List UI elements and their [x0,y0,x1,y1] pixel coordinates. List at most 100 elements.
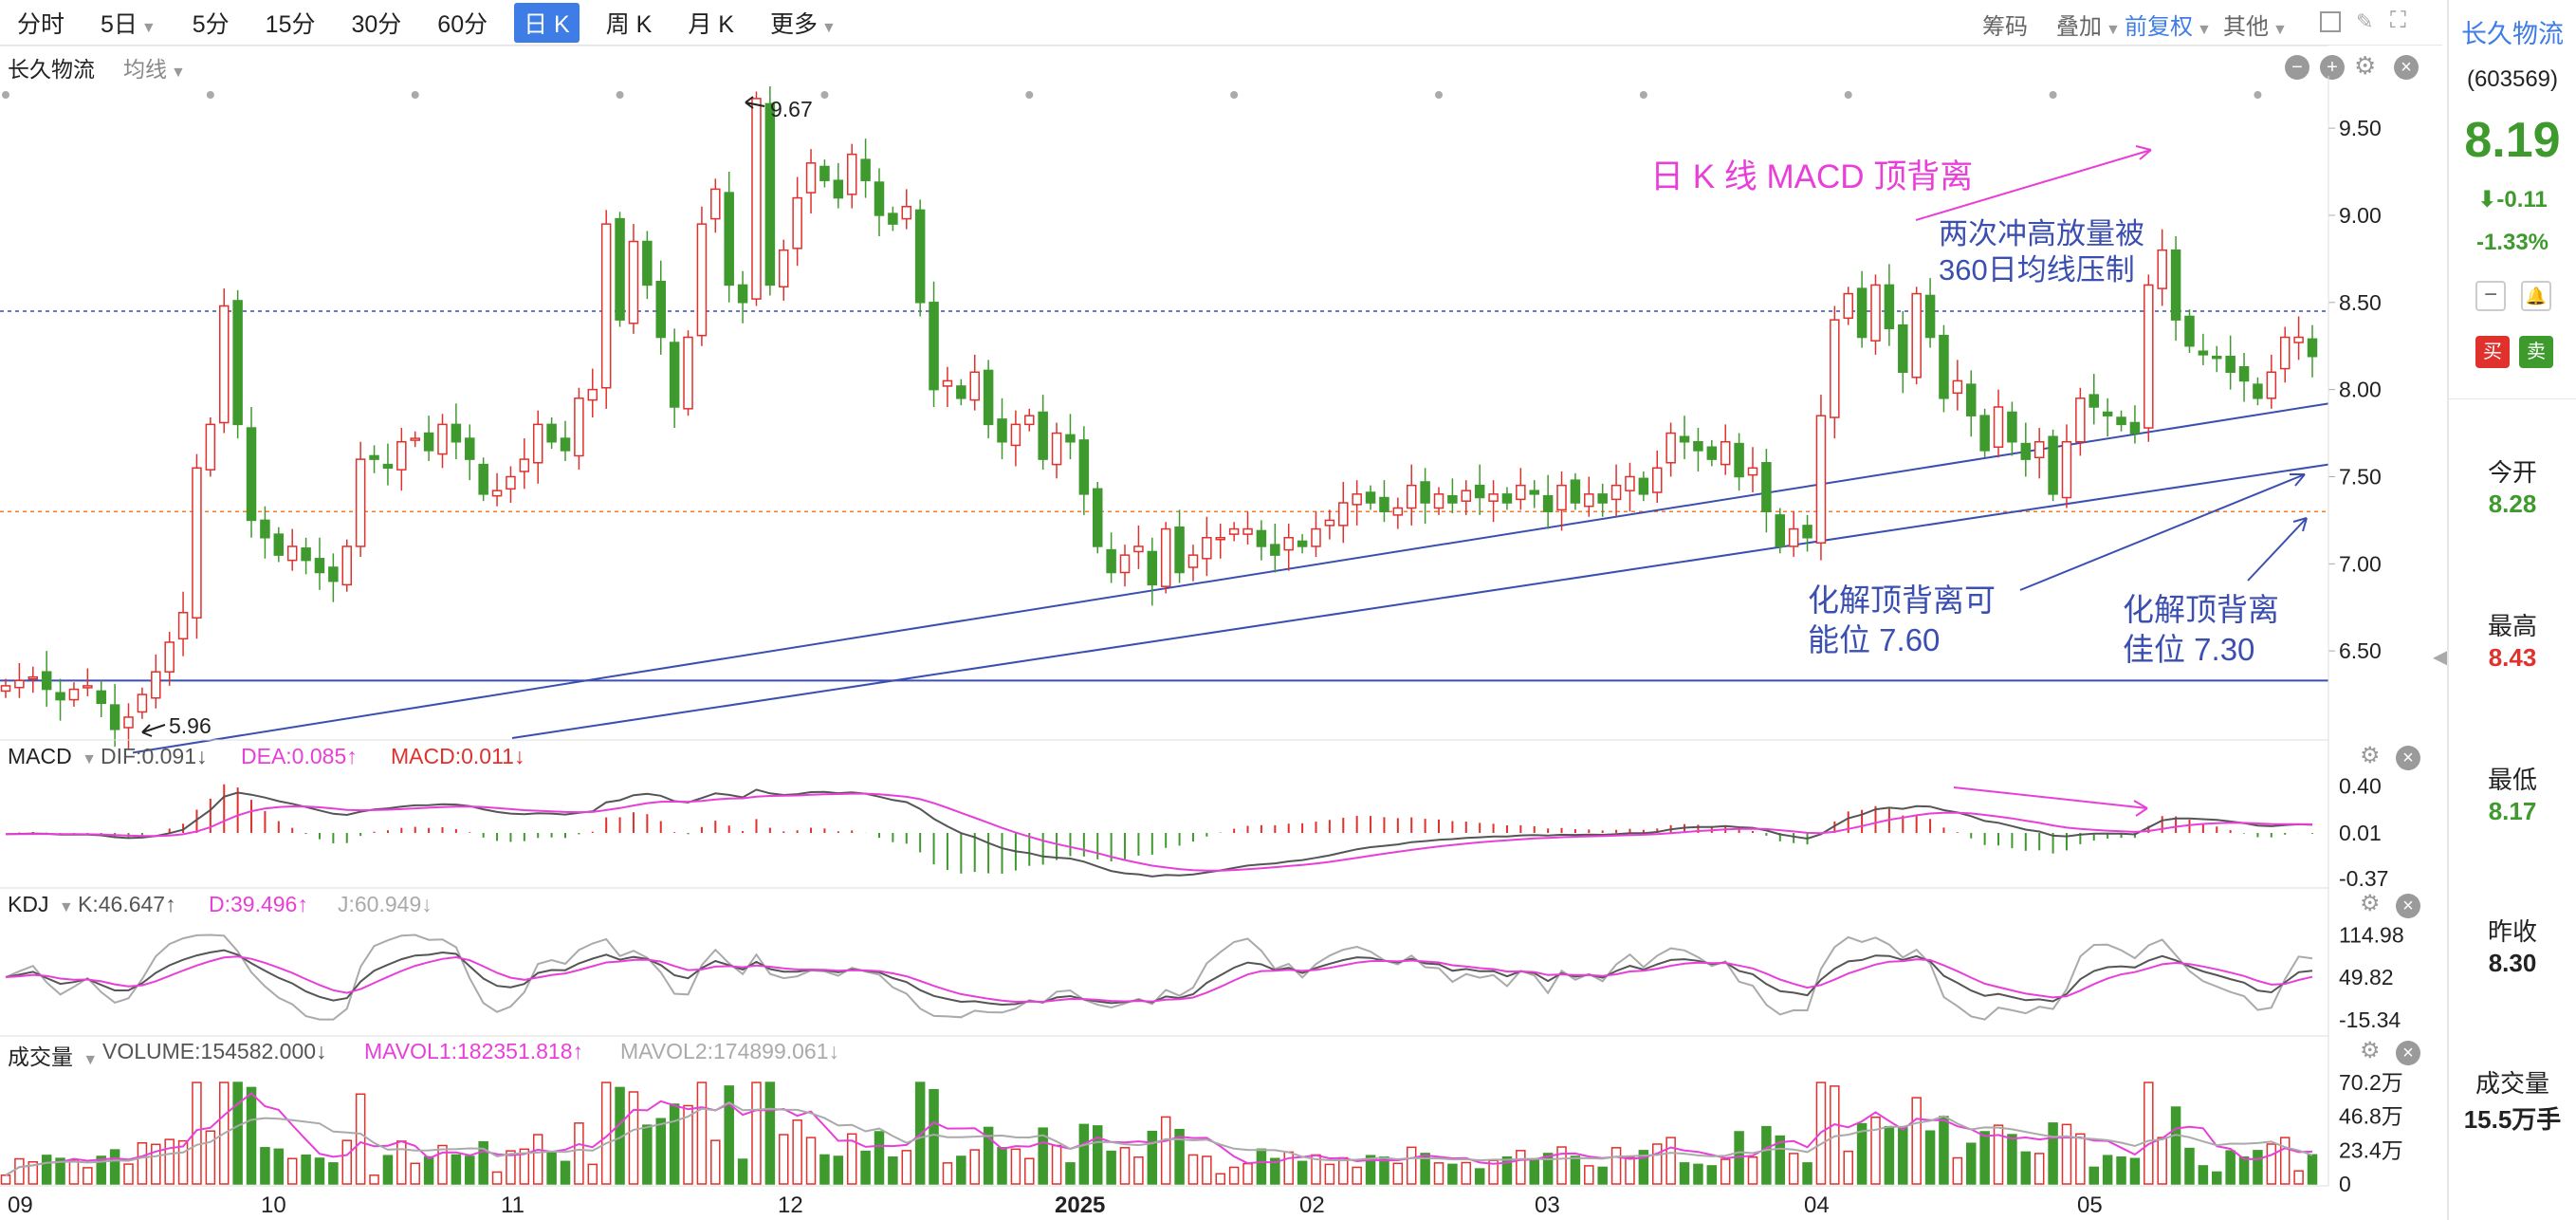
close-icon[interactable]: × [2394,55,2419,80]
macd-title[interactable]: MACD ▼ [8,744,97,768]
stock-name-label: 长久物流 [8,57,95,82]
fullscreen-icon[interactable]: ⛶ [2390,8,2406,33]
candle-body [560,437,571,452]
gear-icon[interactable]: ⚙ [2354,51,2377,80]
stat-value-2: 8.17 [2488,797,2537,825]
candle-body [1160,527,1171,587]
pen-icon[interactable]: ✎ [2356,9,2374,33]
ma-selector[interactable]: 均线 ▼ [123,51,186,83]
volume-bar [314,1157,325,1185]
candle-body [655,280,666,339]
event-dot [1230,91,1239,99]
candle-body [1843,292,1853,320]
candle-body [151,671,161,699]
period-tab-4[interactable]: 30分 [351,10,402,38]
period-tab-5[interactable]: 60分 [437,10,488,38]
candle-body [14,679,25,689]
x-tick-label: 04 [1804,1192,1830,1218]
price-tick-label: 9.00 [2339,203,2382,228]
candle-body [764,102,776,287]
x-tick-label: 10 [261,1192,286,1218]
volume-bar [2212,1171,2222,1185]
gear-icon[interactable]: ⚙ [2360,743,2381,768]
period-tab-1[interactable]: 5日 ▼ [101,10,156,38]
minus-icon[interactable]: − [2285,55,2309,80]
period-tab-6[interactable]: 日 K [514,2,580,43]
candle-body [164,641,175,673]
sell-button[interactable]: 卖 [2519,336,2553,368]
volume-bar [83,1167,93,1185]
volume-bar [997,1147,1007,1185]
other-button[interactable]: 其他 ▼ [2223,8,2288,41]
volume-bar [1939,1116,1949,1185]
volume-bar [2225,1150,2236,1185]
volume-bar [2048,1122,2058,1185]
volume-bar [1747,1155,1758,1185]
volume-bar [642,1124,653,1185]
candle-body [1119,554,1131,574]
volume-bar [1516,1150,1526,1185]
volume-bar [1160,1116,1171,1185]
candle-body [532,423,543,464]
overlay-button[interactable]: 叠加 ▼ [2056,8,2121,41]
chips-button[interactable]: 筹码 [1982,14,2028,40]
candle-body [1147,550,1158,586]
gear-icon[interactable]: ⚙ [2360,1038,2381,1063]
candle-body [1529,490,1539,495]
candle-body [1516,484,1526,501]
grid-icon[interactable] [2320,11,2341,32]
gear-icon[interactable]: ⚙ [2360,891,2381,916]
candle-body [205,423,216,471]
candle-body [1488,493,1499,502]
candle-body [2144,284,2154,429]
buy-button[interactable]: 买 [2475,336,2510,368]
volume-bar [710,1139,721,1185]
candle-body [2307,338,2318,358]
x-tick-label: 2025 [1055,1192,1105,1218]
candle-body [1228,527,1240,535]
volume-bar [1993,1124,2004,1185]
candle-body [1979,415,1990,452]
volume-bar [860,1150,871,1185]
candle-body [587,388,598,401]
period-toolbar: 分时 5日 ▼ 5分 15分 30分 60分日 K 周 K 月 K 更多 ▼ [0,0,2442,46]
close-icon[interactable]: × [2396,894,2420,918]
resolve-760-line-1: 化解顶背离可 [1808,582,1996,618]
remove-watch-button[interactable]: − [2475,281,2506,311]
candle-body [177,611,189,640]
period-tab-7[interactable]: 周 K [605,10,653,38]
candle-body [819,165,830,181]
plus-icon[interactable]: + [2320,55,2345,80]
volume-title[interactable]: 成交量 ▼ [8,1044,99,1069]
close-icon[interactable]: × [2396,746,2420,770]
chevron-down-icon: ▼ [2106,22,2121,38]
period-tab-0[interactable]: 分时 [17,10,65,38]
x-tick-label: 11 [501,1192,524,1218]
collapse-panel-icon[interactable]: ◀ [2433,647,2448,668]
candle-body [2157,249,2167,289]
candle-body [2088,394,2100,408]
candle-body [478,463,488,495]
period-tab-3[interactable]: 15分 [265,10,316,38]
period-tab-8[interactable]: 月 K [688,10,734,38]
event-dot [1025,91,1034,99]
close-icon[interactable]: × [2396,1041,2420,1065]
candle-body [901,206,912,220]
volume-bar [260,1147,270,1185]
period-tab-9[interactable]: 更多 ▼ [769,10,837,38]
candle-body [328,566,339,582]
volume-bar [1024,1157,1035,1185]
adjust-button[interactable]: 前复权 ▼ [2125,8,2212,41]
candle-body [2198,350,2209,356]
volume-bar [1638,1150,1649,1185]
bell-icon[interactable]: 🔔 [2521,281,2551,311]
chevron-down-icon: ▼ [82,751,97,767]
volume-bar [1051,1144,1062,1185]
volume-bar [2088,1166,2100,1185]
stock-name[interactable]: 长久物流 [2461,20,2564,48]
x-tick-label: 09 [8,1192,33,1218]
kdj-title[interactable]: KDJ ▼ [8,892,74,916]
candle-body [1297,540,1308,547]
price-tick-label: 9.50 [2339,116,2382,140]
period-tab-2[interactable]: 5分 [192,10,230,38]
